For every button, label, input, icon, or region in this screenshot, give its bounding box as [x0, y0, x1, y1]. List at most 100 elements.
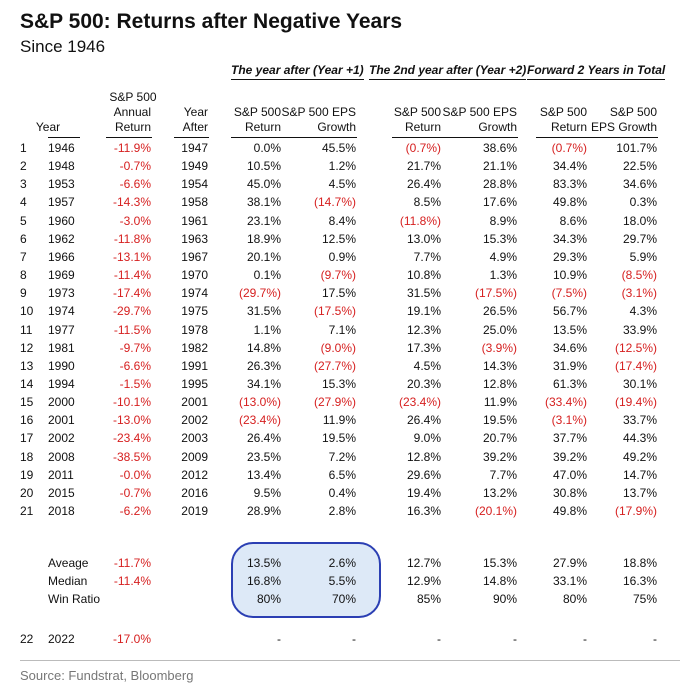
row-number: 18 [20, 450, 34, 464]
page-title: S&P 500: Returns after Negative Years [20, 10, 403, 33]
total-return-cell: 8.6% [559, 214, 587, 228]
header-annual-line2: Annual [113, 105, 151, 119]
header-year-after-line1: Year [183, 105, 208, 119]
y1-return-cell: 10.5% [246, 159, 281, 173]
year-after-cell: 1978 [181, 323, 208, 337]
summary-y2-eps-growth-cell: 90% [492, 592, 517, 606]
header-y1-return: Return [244, 120, 281, 134]
annual-return-cell: -17.4% [112, 286, 151, 300]
header-total-eps-growth: EPS Growth [590, 120, 657, 134]
page-subtitle: Since 1946 [20, 37, 106, 56]
summary-total-return-cell: 27.9% [552, 556, 587, 570]
summary-y2-eps-growth-cell: 15.3% [482, 556, 517, 570]
y2-return-cell: 19.4% [406, 486, 441, 500]
y2-eps-growth-cell: - [513, 632, 517, 646]
summary-y1-eps-growth-cell: 5.5% [328, 574, 356, 588]
row-number: 3 [20, 177, 27, 191]
y1-eps-growth-cell: 8.4% [328, 214, 356, 228]
y2-return-cell: 31.5% [406, 286, 441, 300]
annual-return-cell: -29.7% [112, 304, 151, 318]
y1-return-cell: 31.5% [246, 304, 281, 318]
summary-label: Win Ratio [48, 592, 101, 606]
y1-return-cell: 1.1% [253, 323, 281, 337]
y1-eps-growth-cell: 0.4% [328, 486, 356, 500]
annual-return-cell: -0.7% [119, 159, 151, 173]
summary-total-eps-growth-cell: 16.3% [622, 574, 657, 588]
header-rule-after [174, 137, 209, 138]
annual-return-cell: -6.6% [119, 359, 151, 373]
year-cell: 2001 [48, 413, 75, 427]
y2-return-cell: (0.7%) [405, 141, 441, 155]
y2-eps-growth-cell: 28.8% [482, 177, 517, 191]
total-return-cell: 56.7% [552, 304, 587, 318]
y2-return-cell: 9.0% [413, 431, 441, 445]
y2-eps-growth-cell: 13.2% [482, 486, 517, 500]
row-number: 2 [20, 159, 27, 173]
year-after-cell: 1963 [181, 232, 208, 246]
y2-return-cell: 4.5% [413, 359, 441, 373]
y2-return-cell: (23.4%) [398, 395, 441, 409]
annual-return-cell: -11.5% [113, 323, 151, 337]
year-after-cell: 1947 [181, 141, 208, 155]
header-rule-y2 [392, 137, 518, 138]
y2-return-cell: 26.4% [406, 413, 441, 427]
annual-return-cell: -23.4% [112, 431, 151, 445]
header-y1-growth: Growth [317, 120, 356, 134]
year-cell: 1966 [48, 250, 75, 264]
summary-y1-return-cell: 13.5% [246, 556, 281, 570]
total-eps-growth-cell: 13.7% [622, 486, 657, 500]
y1-return-cell: 26.4% [246, 431, 281, 445]
row-number: 1 [20, 141, 27, 155]
y1-eps-growth-cell: 4.5% [328, 177, 356, 191]
year-after-cell: 1995 [181, 377, 208, 391]
year-cell: 1948 [48, 159, 75, 173]
total-return-cell: - [583, 632, 587, 646]
total-return-cell: 34.3% [552, 232, 587, 246]
y2-eps-growth-cell: 17.6% [482, 195, 517, 209]
year-cell: 1960 [48, 214, 75, 228]
header-y1-sp500-eps: S&P 500 EPS [281, 105, 357, 119]
y2-return-cell: 13.0% [406, 232, 441, 246]
total-return-cell: 13.5% [552, 323, 587, 337]
y2-return-cell: 29.6% [406, 468, 441, 482]
total-return-cell: (3.1%) [551, 413, 587, 427]
y1-eps-growth-cell: (9.7%) [320, 268, 356, 282]
annual-return-cell: -0.7% [119, 486, 151, 500]
y2-eps-growth-cell: 14.3% [482, 359, 517, 373]
annual-return-cell: -10.1% [112, 395, 151, 409]
year-cell: 1946 [48, 141, 75, 155]
year-cell: 1969 [48, 268, 75, 282]
y2-return-cell: (11.8%) [399, 214, 441, 228]
total-return-cell: 34.4% [552, 159, 587, 173]
total-return-cell: 10.9% [552, 268, 587, 282]
summary-y2-return-cell: 12.9% [406, 574, 441, 588]
y2-return-cell: 12.8% [406, 450, 441, 464]
row-number: 6 [20, 232, 27, 246]
y1-eps-growth-cell: 2.8% [328, 504, 356, 518]
summary-y2-return-cell: 85% [416, 592, 441, 606]
y1-eps-growth-cell: (27.7%) [313, 359, 356, 373]
summary-total-eps-growth-cell: 75% [632, 592, 657, 606]
total-return-cell: 30.8% [552, 486, 587, 500]
row-number: 20 [20, 486, 34, 500]
total-eps-growth-cell: 30.1% [622, 377, 657, 391]
y1-eps-growth-cell: 15.3% [321, 377, 356, 391]
header-rule-total [536, 137, 658, 138]
y2-eps-growth-cell: (20.1%) [474, 504, 517, 518]
year-cell: 2008 [48, 450, 75, 464]
year-after-cell: 2019 [181, 504, 208, 518]
year-after-cell: 2012 [181, 468, 208, 482]
y1-return-cell: 20.1% [246, 250, 281, 264]
total-eps-growth-cell: (17.9%) [614, 504, 657, 518]
year-after-cell: 2002 [181, 413, 208, 427]
year-cell: 2002 [48, 431, 75, 445]
annual-return-cell: -38.5% [112, 450, 151, 464]
total-return-cell: (7.5%) [551, 286, 587, 300]
row-number: 12 [20, 341, 34, 355]
y1-eps-growth-cell: - [352, 632, 356, 646]
y2-return-cell: 17.3% [406, 341, 441, 355]
header-total-sp500-eps: S&P 500 [609, 105, 657, 119]
year-after-cell: 1974 [181, 286, 208, 300]
y1-return-cell: 13.4% [246, 468, 281, 482]
y1-return-cell: 18.9% [246, 232, 281, 246]
